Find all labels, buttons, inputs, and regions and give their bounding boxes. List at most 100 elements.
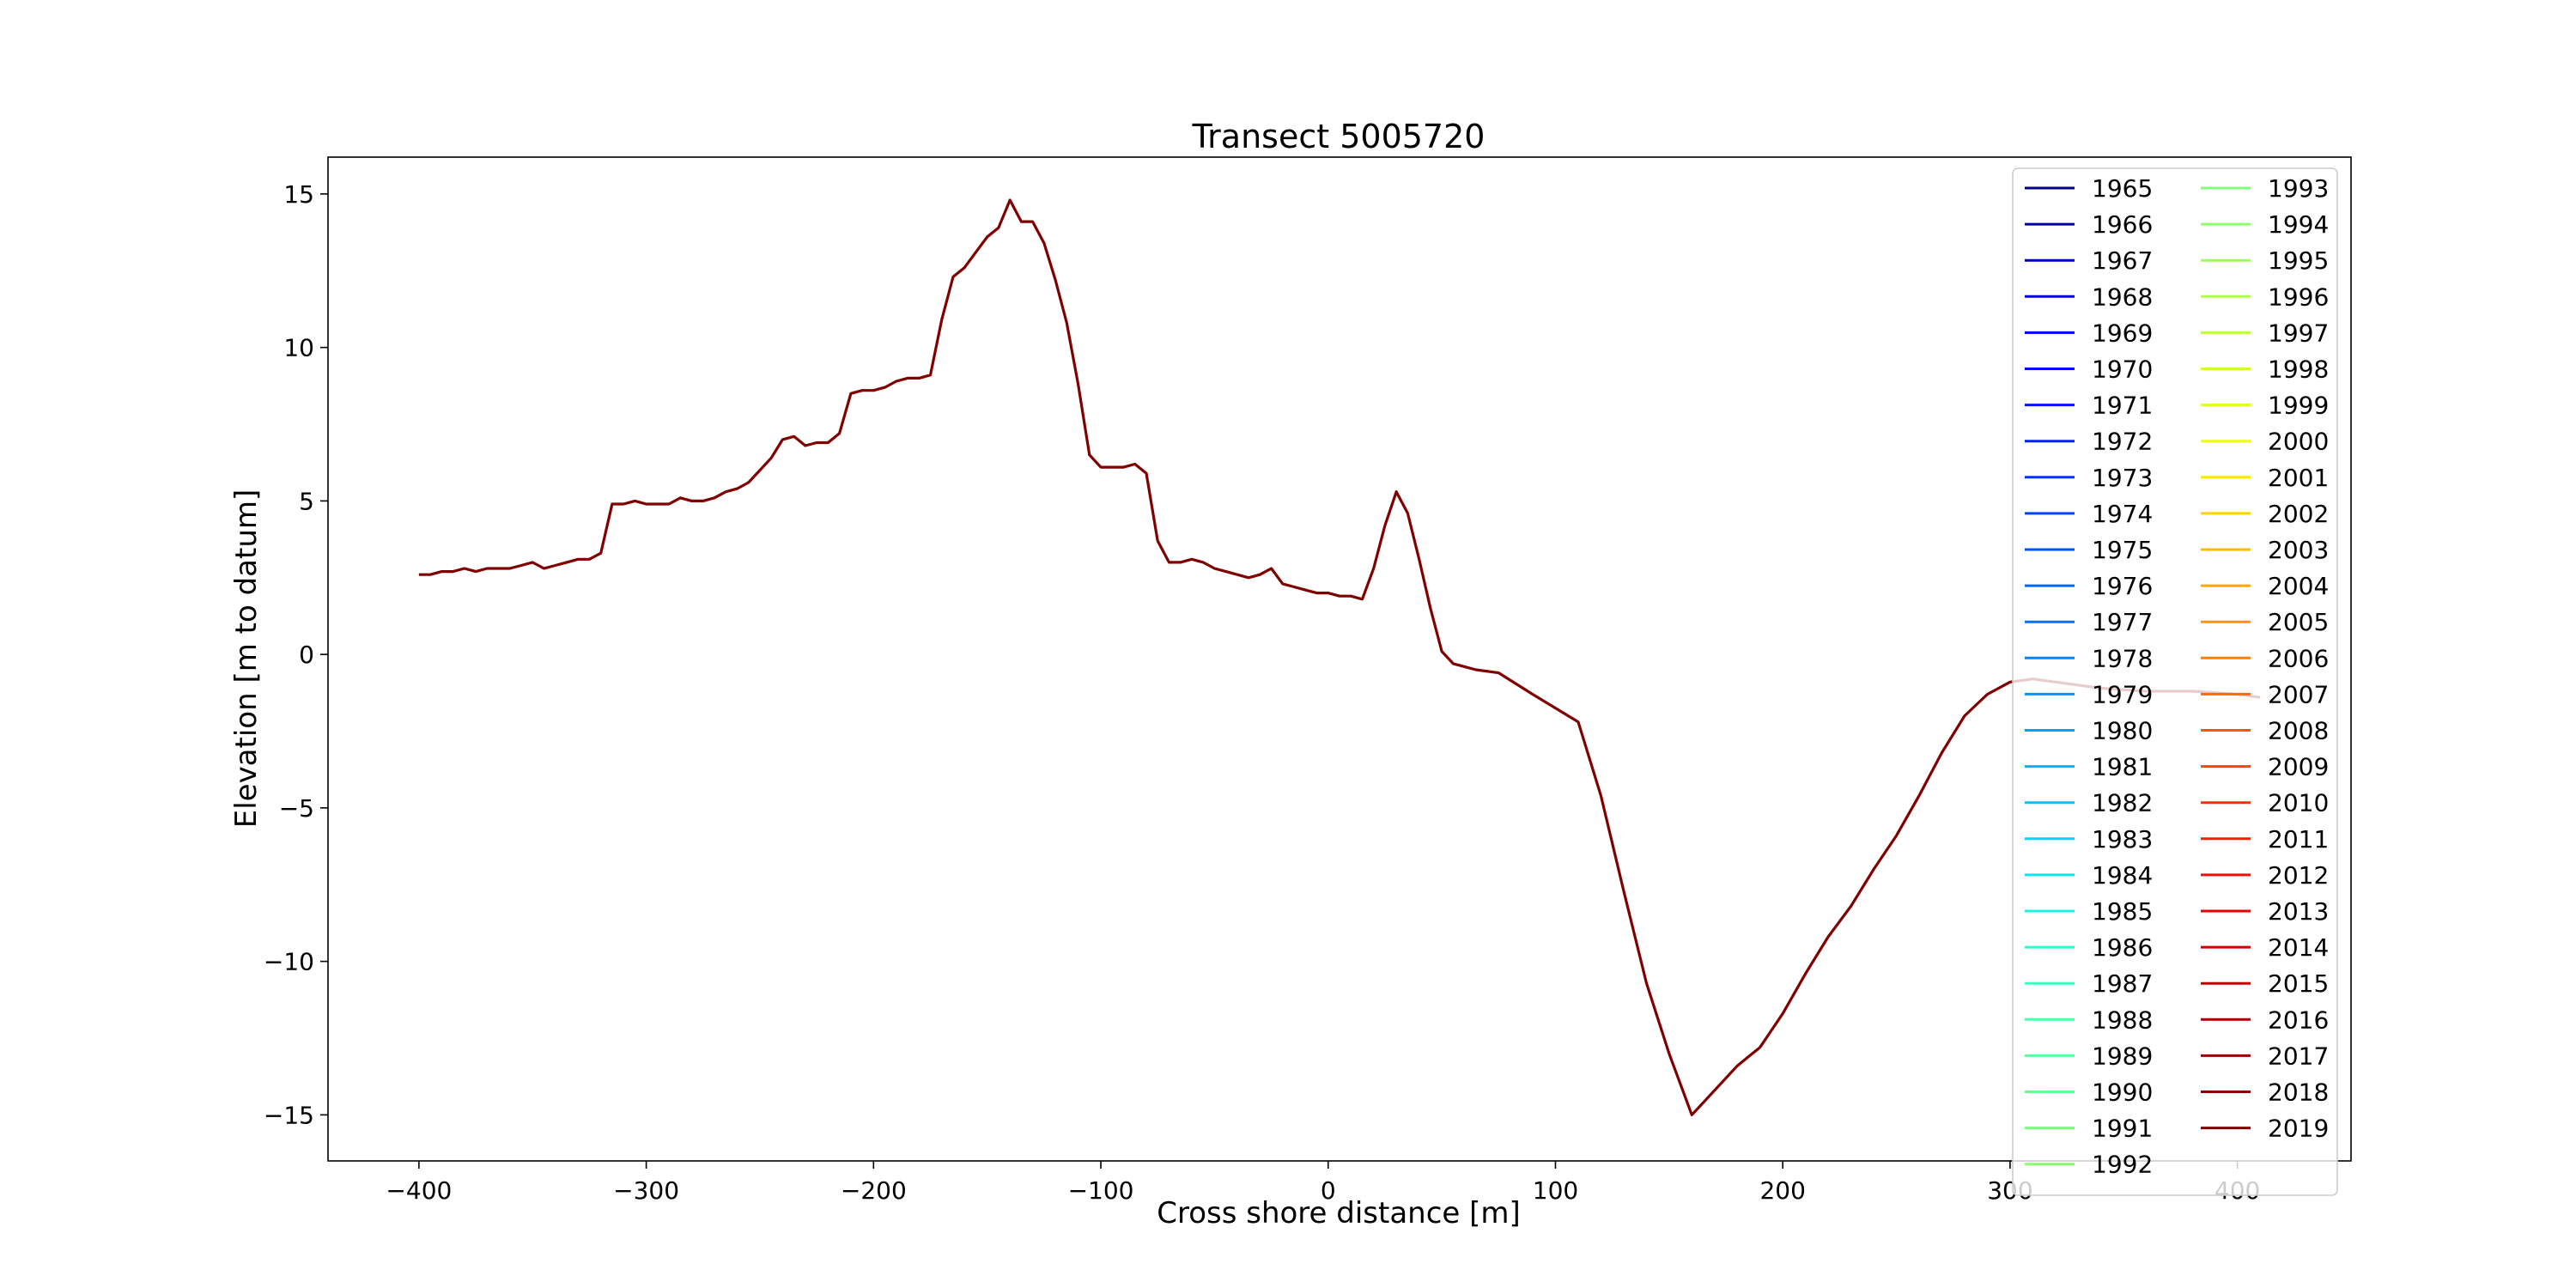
- legend-label: 2013: [2268, 897, 2329, 926]
- legend-item-1993: 1993: [2201, 174, 2329, 203]
- legend-item-1979: 1979: [2025, 680, 2153, 708]
- series-line-2019: [418, 198, 2261, 1117]
- legend-label: 1984: [2092, 861, 2153, 890]
- legend-item-2014: 2014: [2201, 933, 2329, 962]
- legend-label: 1989: [2092, 1042, 2153, 1070]
- legend-item-1974: 1974: [2025, 500, 2153, 528]
- legend-label: 1971: [2092, 392, 2153, 420]
- legend-label: 1967: [2092, 246, 2153, 275]
- legend-item-1995: 1995: [2201, 246, 2329, 275]
- legend-label: 1965: [2092, 174, 2153, 203]
- legend-label: 1978: [2092, 644, 2153, 672]
- legend-label: 2014: [2268, 933, 2329, 962]
- legend-item-2016: 2016: [2201, 1005, 2329, 1034]
- legend-item-1998: 1998: [2201, 355, 2329, 384]
- legend-item-1970: 1970: [2025, 355, 2153, 384]
- plot-frame: [327, 156, 2352, 1162]
- legend-item-1968: 1968: [2025, 283, 2153, 311]
- legend-label: 1994: [2268, 210, 2329, 239]
- legend-label: 2015: [2268, 969, 2329, 998]
- x-tick-label: −200: [841, 1176, 907, 1205]
- legend-label: 1998: [2268, 355, 2329, 384]
- y-tick-label: −10: [264, 948, 314, 976]
- legend-item-1987: 1987: [2025, 969, 2153, 998]
- legend-item-1980: 1980: [2025, 717, 2153, 745]
- legend-label: 1972: [2092, 428, 2153, 456]
- y-tick-label: −5: [279, 794, 314, 823]
- legend-label: 1987: [2092, 969, 2153, 998]
- legend-label: 2002: [2268, 500, 2329, 528]
- legend-item-2013: 2013: [2201, 897, 2329, 926]
- axis-ticks: −400−300−200−1000100200300400151050−5−10…: [264, 180, 2260, 1205]
- legend-item-1966: 1966: [2025, 210, 2153, 239]
- legend-item-1991: 1991: [2025, 1115, 2153, 1143]
- y-tick-label: 5: [299, 487, 314, 515]
- legend-label: 2010: [2268, 789, 2329, 817]
- legend-label: 2005: [2268, 608, 2329, 636]
- legend-label: 1980: [2092, 717, 2153, 745]
- legend-label: 2004: [2268, 572, 2329, 600]
- legend-item-1990: 1990: [2025, 1078, 2153, 1107]
- legend-item-1989: 1989: [2025, 1042, 2153, 1070]
- legend-label: 2001: [2268, 464, 2329, 492]
- x-axis-label: Cross shore distance [m]: [1157, 1196, 1521, 1230]
- legend-item-1994: 1994: [2201, 210, 2329, 239]
- legend-item-1985: 1985: [2025, 897, 2153, 926]
- legend-label: 2012: [2268, 861, 2329, 890]
- legend-label: 1997: [2268, 319, 2329, 347]
- legend-label: 1970: [2092, 355, 2153, 384]
- y-tick-label: −15: [264, 1101, 314, 1129]
- legend-item-1999: 1999: [2201, 392, 2329, 420]
- chart-title: Transect 5005720: [1192, 118, 1485, 155]
- legend-item-1976: 1976: [2025, 572, 2153, 600]
- legend-item-1997: 1997: [2201, 319, 2329, 347]
- legend: 1965 1966 1967 1968 1969 1970 1971 1972 1973 1974…: [2012, 167, 2338, 1196]
- legend-item-1988: 1988: [2025, 1005, 2153, 1034]
- legend-label: 1988: [2092, 1005, 2153, 1034]
- legend-item-1978: 1978: [2025, 644, 2153, 672]
- legend-label: 2016: [2268, 1005, 2329, 1034]
- y-axis-label: Elevation [m to datum]: [229, 489, 264, 829]
- legend-label: 1993: [2268, 174, 2329, 203]
- legend-label: 1999: [2268, 392, 2329, 420]
- legend-item-2010: 2010: [2201, 789, 2329, 817]
- legend-item-1983: 1983: [2025, 825, 2153, 854]
- legend-item-2003: 2003: [2201, 536, 2329, 564]
- legend-label: 2018: [2268, 1078, 2329, 1107]
- legend-label: 1974: [2092, 500, 2153, 528]
- legend-label: 2017: [2268, 1042, 2329, 1070]
- legend-label: 1992: [2092, 1151, 2153, 1179]
- x-tick-label: −300: [613, 1176, 679, 1205]
- legend-item-2005: 2005: [2201, 608, 2329, 636]
- legend-item-2007: 2007: [2201, 680, 2329, 708]
- legend-item-2000: 2000: [2201, 428, 2329, 456]
- legend-item-1975: 1975: [2025, 536, 2153, 564]
- legend-label: 1990: [2092, 1078, 2153, 1107]
- legend-item-2011: 2011: [2201, 825, 2329, 854]
- x-tick-label: 100: [1533, 1176, 1578, 1205]
- legend-item-2017: 2017: [2201, 1042, 2329, 1070]
- legend-label: 2008: [2268, 717, 2329, 745]
- legend-label: 1996: [2268, 283, 2329, 311]
- profile-lines: [418, 198, 2261, 1117]
- x-tick-label: −100: [1068, 1176, 1134, 1205]
- legend-label: 1977: [2092, 608, 2153, 636]
- legend-item-1967: 1967: [2025, 246, 2153, 275]
- legend-label: 2000: [2268, 428, 2329, 456]
- legend-label: 2003: [2268, 536, 2329, 564]
- y-tick-label: 0: [299, 641, 314, 669]
- legend-item-1969: 1969: [2025, 319, 2153, 347]
- legend-label: 2011: [2268, 825, 2329, 854]
- legend-item-1971: 1971: [2025, 392, 2153, 420]
- legend-item-2008: 2008: [2201, 717, 2329, 745]
- legend-label: 1995: [2268, 246, 2329, 275]
- legend-item-2001: 2001: [2201, 464, 2329, 492]
- legend-label: 2019: [2268, 1115, 2329, 1143]
- legend-item-2002: 2002: [2201, 500, 2329, 528]
- legend-label: 1966: [2092, 210, 2153, 239]
- legend-item-1996: 1996: [2201, 283, 2329, 311]
- legend-item-2019: 2019: [2201, 1115, 2329, 1143]
- legend-item-1982: 1982: [2025, 789, 2153, 817]
- x-tick-label: −400: [386, 1176, 452, 1205]
